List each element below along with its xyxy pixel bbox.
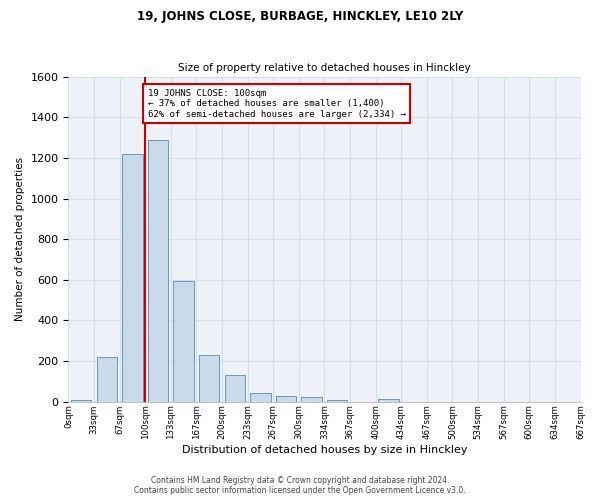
- Text: 19, JOHNS CLOSE, BURBAGE, HINCKLEY, LE10 2LY: 19, JOHNS CLOSE, BURBAGE, HINCKLEY, LE10…: [137, 10, 463, 23]
- Text: 19 JOHNS CLOSE: 100sqm
← 37% of detached houses are smaller (1,400)
62% of semi-: 19 JOHNS CLOSE: 100sqm ← 37% of detached…: [148, 89, 406, 118]
- Bar: [97, 357, 117, 402]
- Bar: [327, 400, 347, 402]
- Bar: [199, 355, 220, 402]
- Bar: [173, 281, 194, 402]
- Bar: [276, 396, 296, 402]
- X-axis label: Distribution of detached houses by size in Hinckley: Distribution of detached houses by size …: [182, 445, 467, 455]
- Bar: [148, 140, 168, 402]
- Bar: [301, 396, 322, 402]
- Bar: [71, 400, 91, 402]
- Bar: [250, 392, 271, 402]
- Title: Size of property relative to detached houses in Hinckley: Size of property relative to detached ho…: [178, 63, 471, 73]
- Y-axis label: Number of detached properties: Number of detached properties: [15, 157, 25, 321]
- Bar: [378, 398, 399, 402]
- Text: Contains HM Land Registry data © Crown copyright and database right 2024.
Contai: Contains HM Land Registry data © Crown c…: [134, 476, 466, 495]
- Bar: [122, 154, 143, 402]
- Bar: [224, 376, 245, 402]
